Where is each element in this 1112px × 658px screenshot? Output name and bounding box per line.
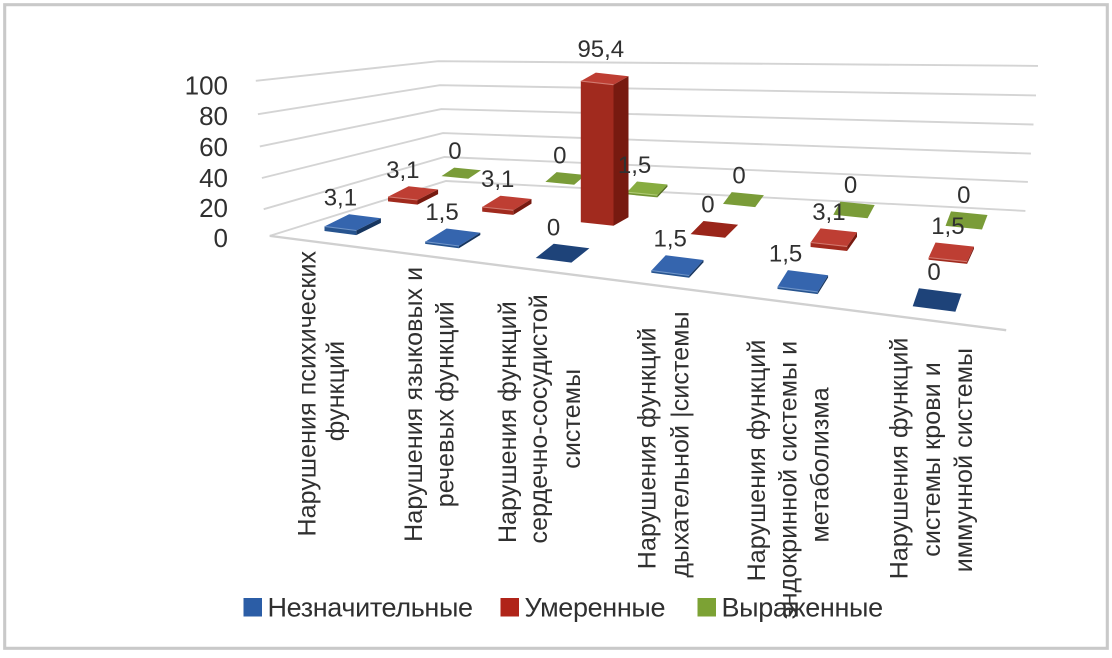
svg-text:0: 0 [701, 192, 714, 219]
svg-text:Нарушения языковых и: Нарушения языковых и [400, 267, 428, 542]
svg-text:Нарушения психических: Нарушения психических [293, 250, 321, 536]
svg-text:системы: системы [558, 369, 586, 469]
svg-text:сердечно-сосудистой: сердечно-сосудистой [525, 294, 553, 543]
svg-text:80: 80 [199, 101, 228, 131]
svg-text:эндокринной системы и: эндокринной системы и [775, 341, 803, 620]
svg-text:60: 60 [199, 132, 228, 162]
svg-text:0: 0 [214, 223, 228, 253]
svg-text:1,5: 1,5 [425, 199, 458, 226]
svg-text:20: 20 [199, 193, 228, 223]
svg-text:Выраженные: Выраженные [722, 593, 883, 623]
svg-text:1,5: 1,5 [618, 152, 651, 179]
svg-text:иммунной системы: иммунной системы [950, 348, 978, 572]
svg-text:0: 0 [553, 143, 566, 170]
svg-text:3,1: 3,1 [812, 199, 845, 226]
svg-text:0: 0 [957, 182, 970, 209]
svg-text:Умеренные: Умеренные [525, 593, 666, 623]
svg-text:1,5: 1,5 [654, 226, 687, 253]
svg-text:Незначительные: Незначительные [268, 593, 473, 623]
svg-text:0: 0 [732, 163, 745, 190]
svg-text:3,1: 3,1 [324, 185, 357, 212]
svg-text:0: 0 [844, 172, 857, 199]
svg-text:системы крови и: системы крови и [918, 362, 946, 557]
svg-text:Нарушения функций: Нарушения функций [633, 327, 661, 569]
svg-text:1,5: 1,5 [931, 213, 964, 240]
svg-text:95,4: 95,4 [577, 36, 624, 63]
svg-text:40: 40 [199, 163, 228, 193]
svg-text:0: 0 [448, 138, 461, 165]
svg-text:3,1: 3,1 [386, 157, 419, 184]
svg-text:3,1: 3,1 [481, 166, 514, 193]
svg-text:Нарушения функций: Нарушения функций [743, 340, 771, 582]
svg-text:речевых функций: речевых функций [431, 301, 459, 507]
svg-text:Нарушения функций: Нарушения функций [494, 301, 522, 543]
svg-text:0: 0 [547, 214, 560, 241]
svg-text:100: 100 [185, 70, 228, 100]
svg-text:0: 0 [927, 259, 940, 286]
svg-text:Нарушения функций: Нарушения функций [886, 338, 914, 580]
svg-text:метаболизма: метаболизма [807, 387, 835, 542]
svg-text:функций: функций [322, 341, 350, 441]
svg-text:дыхательной |системы: дыхательной |системы [666, 311, 694, 577]
svg-text:1,5: 1,5 [769, 241, 802, 268]
